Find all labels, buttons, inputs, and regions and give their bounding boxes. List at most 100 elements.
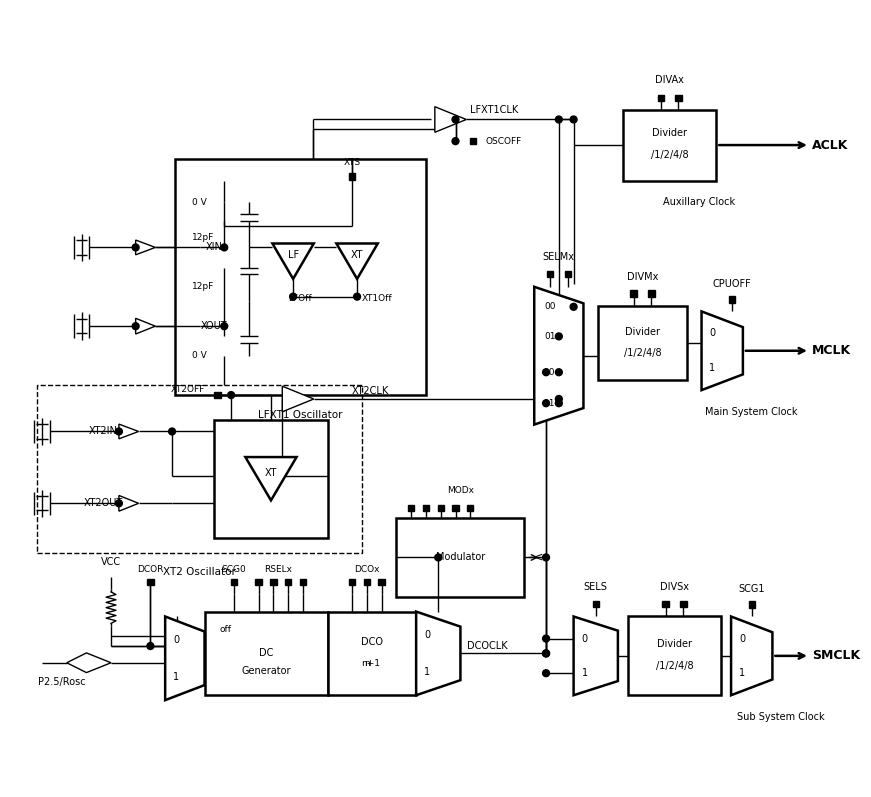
Text: DIVMx: DIVMx xyxy=(627,272,658,282)
Bar xyxy=(467,505,474,512)
Text: Auxillary Clock: Auxillary Clock xyxy=(663,197,735,207)
Bar xyxy=(675,95,682,101)
Text: XIN: XIN xyxy=(206,242,223,253)
Bar xyxy=(379,579,385,585)
Bar xyxy=(680,600,686,607)
Text: 1: 1 xyxy=(424,667,430,677)
Text: /1/2/4/8: /1/2/4/8 xyxy=(624,348,661,358)
Polygon shape xyxy=(336,244,378,279)
Circle shape xyxy=(116,500,122,507)
Circle shape xyxy=(543,669,550,677)
Circle shape xyxy=(556,333,563,340)
Bar xyxy=(631,290,637,297)
Text: DCOx: DCOx xyxy=(354,565,380,574)
Bar xyxy=(592,600,599,607)
Text: <: < xyxy=(532,551,543,564)
Text: MODx: MODx xyxy=(447,486,474,495)
Circle shape xyxy=(132,244,139,251)
Circle shape xyxy=(543,635,550,642)
Circle shape xyxy=(220,244,227,251)
Polygon shape xyxy=(534,287,584,425)
Circle shape xyxy=(556,369,563,375)
Polygon shape xyxy=(282,387,314,412)
Bar xyxy=(547,271,553,277)
Text: 0: 0 xyxy=(173,635,179,645)
Text: XT1Off: XT1Off xyxy=(361,294,392,303)
Text: Modulator: Modulator xyxy=(436,552,485,563)
Text: n+1: n+1 xyxy=(361,659,380,668)
Bar xyxy=(422,505,429,512)
Polygon shape xyxy=(67,653,111,673)
Polygon shape xyxy=(574,617,618,695)
Text: XT2 Oscillator: XT2 Oscillator xyxy=(163,567,236,577)
Text: 0: 0 xyxy=(582,634,588,643)
Bar xyxy=(231,579,237,585)
Text: RSELx: RSELx xyxy=(265,565,293,574)
Bar xyxy=(729,296,735,303)
Polygon shape xyxy=(731,617,773,695)
Bar xyxy=(349,579,355,585)
Circle shape xyxy=(543,369,550,375)
Circle shape xyxy=(435,554,442,561)
Polygon shape xyxy=(165,617,205,700)
Circle shape xyxy=(290,293,296,300)
Circle shape xyxy=(543,650,550,657)
Polygon shape xyxy=(416,611,461,695)
Text: VCC: VCC xyxy=(101,557,121,567)
Bar xyxy=(300,579,306,585)
Polygon shape xyxy=(435,107,466,132)
Circle shape xyxy=(556,395,563,402)
Circle shape xyxy=(556,116,563,123)
Bar xyxy=(285,579,292,585)
Text: XT2OUT: XT2OUT xyxy=(84,498,123,508)
Text: Generator: Generator xyxy=(241,666,291,676)
Bar xyxy=(408,505,415,512)
Text: XT2IN: XT2IN xyxy=(89,426,118,437)
Text: 1: 1 xyxy=(173,672,179,681)
Text: XT2OFF: XT2OFF xyxy=(171,385,205,394)
Text: LFOff: LFOff xyxy=(288,294,312,303)
Text: XT: XT xyxy=(265,468,277,478)
FancyBboxPatch shape xyxy=(175,159,426,395)
Polygon shape xyxy=(119,424,138,439)
Text: DCOCLK: DCOCLK xyxy=(468,641,508,650)
Text: /1/2/4/8: /1/2/4/8 xyxy=(651,150,688,160)
Text: XOUT: XOUT xyxy=(201,321,227,332)
Text: DIVAx: DIVAx xyxy=(655,75,684,85)
Circle shape xyxy=(571,116,577,123)
Text: P2.5/Rosc: P2.5/Rosc xyxy=(38,677,85,688)
Polygon shape xyxy=(273,244,314,279)
Text: 1: 1 xyxy=(709,363,716,373)
Circle shape xyxy=(147,642,154,650)
Text: LF: LF xyxy=(287,250,299,261)
Bar xyxy=(270,579,277,585)
FancyBboxPatch shape xyxy=(623,110,716,180)
Circle shape xyxy=(452,116,459,123)
Bar xyxy=(452,505,459,512)
Text: XT: XT xyxy=(351,250,363,261)
Text: LFXT1CLK: LFXT1CLK xyxy=(470,104,518,115)
Bar xyxy=(470,138,476,144)
Text: DCO: DCO xyxy=(361,637,383,646)
Text: SCG0: SCG0 xyxy=(222,565,246,574)
Circle shape xyxy=(543,554,550,561)
Circle shape xyxy=(132,323,139,330)
FancyBboxPatch shape xyxy=(628,617,721,695)
Bar xyxy=(663,600,669,607)
Bar xyxy=(648,290,654,297)
Text: SMCLK: SMCLK xyxy=(812,650,860,662)
Text: 12pF: 12pF xyxy=(192,233,214,242)
Circle shape xyxy=(227,391,234,398)
Text: n: n xyxy=(364,659,369,668)
Text: 11: 11 xyxy=(544,398,556,408)
Text: 0: 0 xyxy=(739,634,745,643)
Text: 1: 1 xyxy=(739,668,745,678)
Text: SELMx: SELMx xyxy=(543,253,575,262)
Text: Divider: Divider xyxy=(652,128,687,138)
Text: SCG1: SCG1 xyxy=(739,584,765,594)
Text: SELS: SELS xyxy=(584,582,608,592)
FancyBboxPatch shape xyxy=(214,420,327,538)
Text: XT2CLK: XT2CLK xyxy=(352,386,389,396)
Circle shape xyxy=(354,293,361,300)
Text: Sub System Clock: Sub System Clock xyxy=(738,712,825,722)
